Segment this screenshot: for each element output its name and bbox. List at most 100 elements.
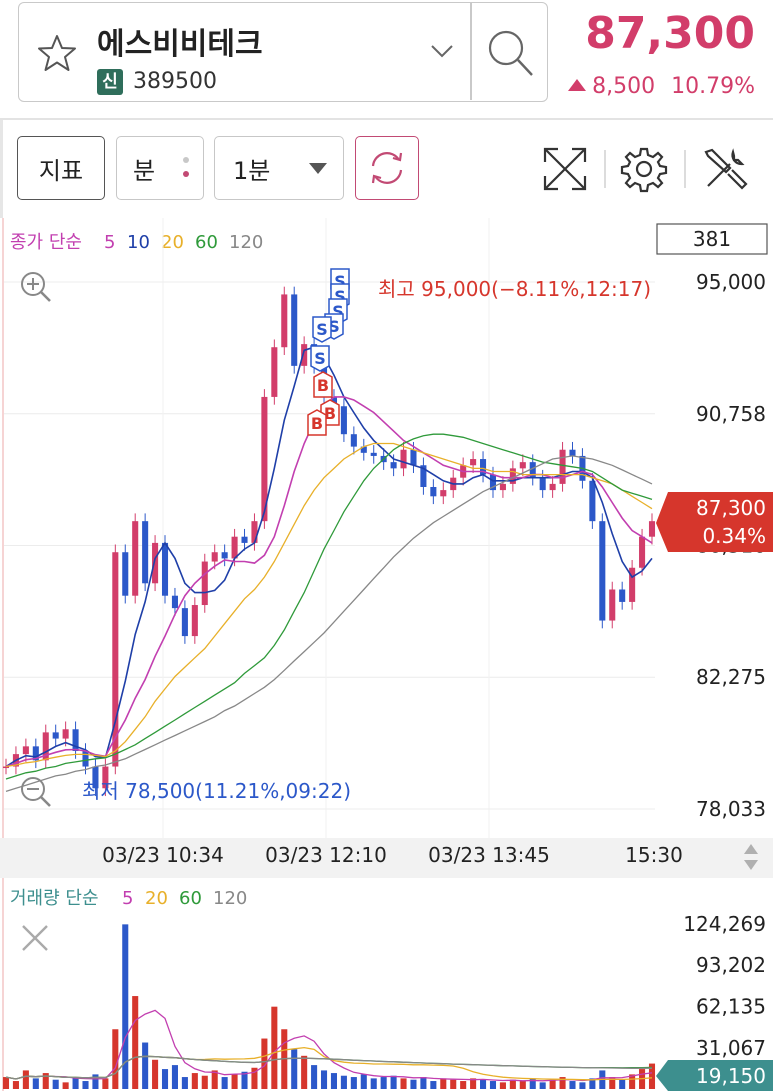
chevron-down-icon[interactable] [429, 41, 455, 61]
ma-line-120 [5, 455, 653, 793]
candle-body [519, 462, 526, 469]
volume-bar [350, 1077, 357, 1089]
volume-legend[interactable]: 거래량 단순 5 20 60 120 [10, 888, 247, 909]
stock-search-box[interactable]: 에스비비테크 신 389500 [18, 2, 548, 102]
time-axis-bar: 03/23 10:34 03/23 12:10 03/23 13:45 15:3… [0, 838, 773, 878]
ma-legend[interactable]: 종가 단순 5 10 20 60 120 [10, 232, 263, 253]
close-icon[interactable] [22, 925, 48, 951]
volume-bar [569, 1081, 576, 1089]
candle-body [291, 294, 298, 366]
svg-text:S: S [332, 302, 344, 321]
legend-period: 60 [195, 232, 218, 253]
current-volume-tag: 19,150 [656, 1060, 773, 1091]
volume-bar [579, 1082, 586, 1089]
volume-bar [261, 1038, 268, 1089]
toolbar-divider [604, 150, 606, 188]
candle-body [440, 490, 447, 497]
volume-bar [559, 1077, 566, 1089]
gear-icon[interactable] [619, 144, 669, 194]
zoom-in-button[interactable] [21, 272, 51, 302]
candle-body [489, 474, 497, 491]
volume-bar [301, 1055, 308, 1089]
volume-ma-lines [5, 1009, 653, 1082]
period-select[interactable]: 1분 [214, 136, 344, 200]
volume-bar [330, 1073, 338, 1089]
svg-text:S: S [334, 272, 346, 291]
candle-body [201, 561, 208, 606]
candle-body [360, 446, 367, 453]
svg-text:S: S [328, 317, 340, 336]
toolbar-divider [684, 150, 686, 188]
candle-body [231, 536, 238, 559]
volume-bar [460, 1081, 467, 1089]
volume-legend-period: 5 [122, 888, 133, 909]
volume-bar [112, 1029, 119, 1089]
volume-bar [420, 1077, 427, 1089]
volume-legend-prefix: 거래량 단순 [10, 888, 99, 909]
volume-bar [152, 1059, 159, 1089]
volume-bar [509, 1079, 516, 1089]
candle-body [271, 347, 278, 397]
price-change: 8,500 10.79% [568, 74, 755, 99]
time-unit-label: 분 [133, 156, 156, 185]
candle-body [569, 449, 576, 456]
candle-body [499, 483, 506, 491]
volume-bar [360, 1074, 367, 1089]
fullscreen-icon[interactable] [540, 144, 590, 194]
candle-body [191, 605, 198, 637]
volume-tick-label: 62,135 [696, 994, 766, 1018]
volume-bar [480, 1079, 487, 1089]
search-icon[interactable] [485, 27, 535, 79]
candle-body [32, 746, 39, 761]
volume-bar [320, 1070, 328, 1089]
time-unit-button[interactable]: 분 [116, 136, 204, 200]
volume-bar [291, 1049, 298, 1089]
candle-body [72, 729, 79, 752]
period-label: 1분 [233, 156, 271, 185]
volume-bar [619, 1079, 626, 1089]
svg-text:S: S [334, 287, 346, 306]
zoom-out-button[interactable] [21, 777, 51, 807]
chart-toolbar: 지표 분 1분 [0, 120, 773, 218]
candle-body [122, 552, 129, 596]
current-price: 87,300 [585, 8, 755, 59]
axis-scroll-arrows-icon[interactable] [744, 844, 758, 870]
volume-legend-period: 120 [213, 888, 247, 909]
time-label: 15:30 [625, 843, 683, 867]
candle-body [629, 567, 636, 602]
volume-bar [440, 1078, 447, 1089]
volume-legend-period: 60 [179, 888, 202, 909]
favorite-star-icon[interactable] [37, 33, 77, 73]
candle-body [350, 434, 357, 447]
change-amount: 8,500 [592, 74, 656, 99]
candle-body [410, 449, 417, 466]
legend-period: 10 [127, 232, 150, 253]
searchbox-divider [470, 3, 472, 100]
count-box-value: 381 [693, 227, 731, 251]
sell-signal-marker: S [312, 316, 332, 343]
indicator-button[interactable]: 지표 [17, 136, 105, 200]
tools-icon[interactable] [700, 144, 750, 194]
price-tick-label: 82,275 [696, 665, 766, 689]
chart-background [0, 218, 773, 838]
candle-body [221, 552, 228, 559]
volume-chart[interactable]: 거래량 단순 5 20 60 120 124,269 93,202 62,135 31,067… [0, 878, 773, 1091]
candle-body [181, 608, 188, 637]
volume-bar [499, 1082, 506, 1089]
buy-signal-marker: B [313, 371, 333, 398]
candle-body [52, 732, 59, 739]
candle-body [152, 542, 159, 584]
time-label: 03/23 12:10 [265, 843, 387, 867]
candle-body [480, 459, 487, 475]
refresh-button[interactable] [355, 136, 419, 200]
candle-body [549, 483, 556, 491]
volume-bar [122, 924, 129, 1089]
current-price-tag-value: 87,300 [696, 496, 766, 520]
volume-bar [82, 1081, 89, 1089]
legend-period: 20 [161, 232, 184, 253]
current-price-tag: 87,300 0.34% [656, 492, 773, 552]
stock-code: 389500 [133, 69, 217, 94]
dropdown-caret-icon [309, 163, 327, 174]
